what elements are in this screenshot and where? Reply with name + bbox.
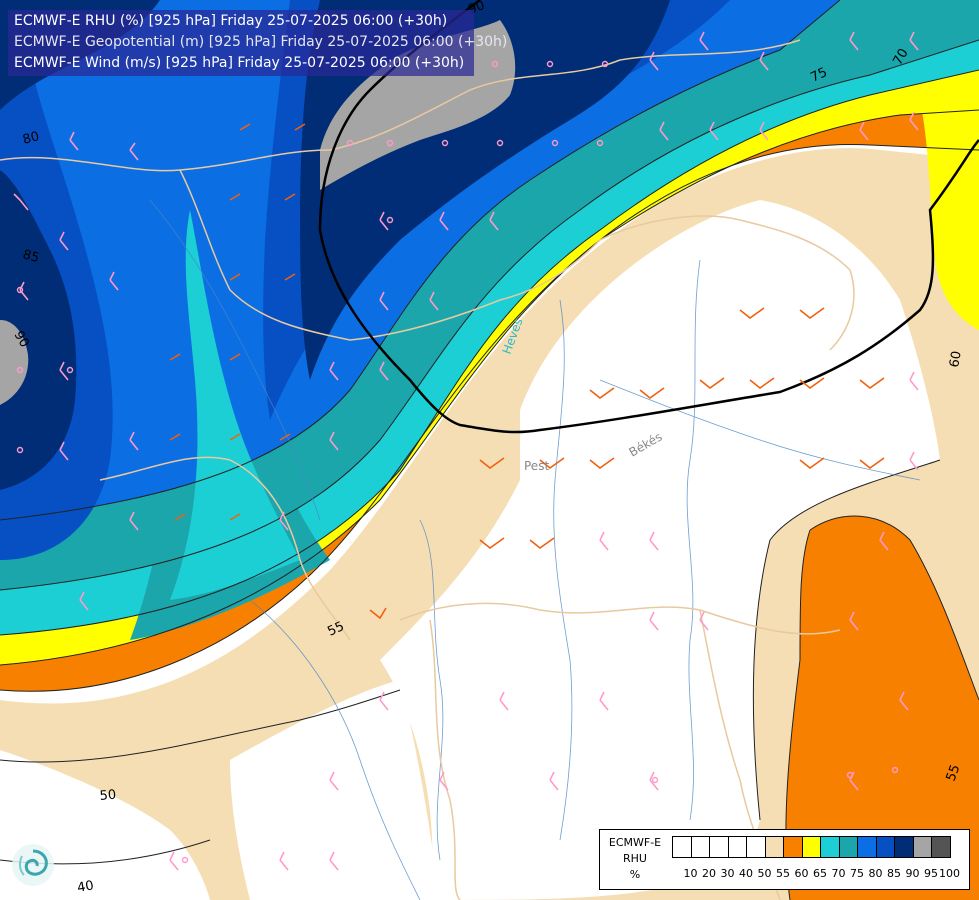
region-orange-right (785, 516, 979, 900)
legend-tick-label: 85 (887, 867, 901, 880)
contour-label: 90 (11, 329, 32, 351)
contour-label: 40 (76, 878, 95, 896)
legend-swatch (931, 836, 951, 858)
contour-label: 55 (325, 619, 346, 640)
contour-label: 55 (944, 763, 964, 784)
band-navy-left (0, 170, 77, 490)
region-white-center (380, 200, 940, 900)
band-teal (0, 0, 979, 590)
region-cyan-tongue (170, 210, 300, 600)
legend-swatch (727, 836, 747, 858)
legend-swatch (838, 836, 858, 858)
legend-swatch (672, 836, 692, 858)
title-geopotential: ECMWF-E Geopotential (m) [925 hPa] Frida… (14, 34, 508, 50)
legend-tick-label: 60 (794, 867, 809, 880)
region-white-lowermid (230, 680, 440, 900)
legend-tick-label: 75 (850, 867, 864, 880)
title-wind: ECMWF-E Wind (m/s) [925 hPa] Friday 25-0… (14, 55, 465, 71)
legend-tick-label: 50 (757, 867, 772, 880)
contour-label: 60 (947, 350, 965, 369)
legend-tick-label: 80 (868, 867, 883, 880)
contour-label: 50 (99, 788, 117, 804)
legend-swatch (783, 836, 803, 858)
legend-tick-label: 90 (905, 867, 920, 880)
contour-label: 70 (890, 46, 911, 68)
geopotential-contour (318, 0, 979, 434)
place-label-pest: Pest (524, 459, 549, 473)
legend-tick-label: 20 (702, 867, 716, 880)
ecmwf-logo-icon (10, 842, 56, 888)
legend-swatch (690, 836, 710, 858)
legend-tick-label: 95 (924, 867, 938, 880)
contour-label: 85 (21, 247, 41, 266)
title-rhu: ECMWF-E RHU (%) [925 hPa] Friday 25-07-2… (14, 13, 448, 29)
legend-tick-label: 55 (776, 867, 790, 880)
legend-tick-label: 100 (939, 867, 960, 880)
contour-label: 80 (21, 129, 41, 148)
legend-swatch (820, 836, 840, 858)
legend-swatch (746, 836, 766, 858)
contour-label-group: 90 80 85 90 75 70 60 55 50 40 55 (11, 0, 965, 896)
legend-unit: % (629, 868, 641, 881)
rivers (149, 199, 921, 900)
legend-swatch (764, 836, 784, 858)
contour-label: 75 (808, 65, 829, 86)
legend-swatch (894, 836, 914, 858)
rhu-legend: ECMWF-E RHU % 10 20 30 40 50 55 60 65 70 75 80 85 90… (599, 829, 970, 890)
wind-barbs (13, 31, 919, 871)
legend-swatch (912, 836, 932, 858)
legend-swatch (709, 836, 729, 858)
legend-tick-label: 40 (739, 867, 753, 880)
legend-swatch (801, 836, 821, 858)
legend-tick-label: 65 (813, 867, 827, 880)
legend-swatch (875, 836, 895, 858)
band-cyan (0, 20, 979, 635)
legend-swatch (857, 836, 877, 858)
legend-tick-label: 70 (831, 867, 846, 880)
legend-tick-label: 10 (683, 867, 698, 880)
legend-tick-label: 30 (720, 867, 735, 880)
title-box: ECMWF-E RHU (%) [925 hPa] Friday 25-07-2… (8, 10, 507, 76)
legend-title-source: ECMWF-E (608, 836, 662, 849)
legend-title-variable: RHU (623, 852, 647, 865)
region-grey-left (0, 320, 29, 405)
